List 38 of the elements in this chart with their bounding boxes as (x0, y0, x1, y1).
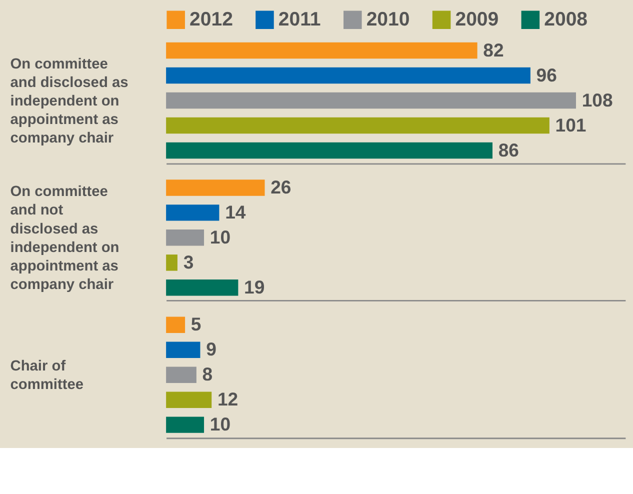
bar (166, 42, 478, 59)
data-label: 10 (210, 414, 231, 435)
bar (166, 142, 492, 159)
bar (166, 254, 178, 271)
data-label: 96 (536, 64, 557, 86)
data-label: 26 (270, 176, 292, 198)
legend-label: 2011 (278, 8, 321, 31)
bar (166, 342, 200, 358)
legend-label: 2012 (190, 8, 234, 31)
data-label: 108 (582, 89, 613, 110)
data-label: 8 (202, 364, 213, 385)
data-label: 86 (498, 139, 519, 160)
data-label: 10 (210, 226, 231, 248)
bar (166, 366, 196, 383)
data-label: 19 (244, 276, 265, 298)
bar (166, 230, 204, 246)
bar (166, 180, 265, 196)
bar (166, 316, 186, 333)
legend-label: 2009 (455, 8, 499, 31)
bar (166, 392, 212, 408)
data-label: 82 (483, 39, 504, 60)
y-tick-label: Chair of committee (10, 358, 84, 393)
data-label: 12 (217, 388, 238, 410)
data-label: 5 (190, 314, 202, 335)
y-tick-label: On committee and not disclosed as independent on appointment as company chair (10, 184, 120, 293)
data-label: 3 (183, 252, 194, 273)
legend-label: 2008 (544, 8, 588, 31)
bar (166, 92, 576, 109)
legend-label: 2010 (366, 8, 410, 31)
bar (166, 280, 238, 296)
bar (166, 117, 550, 134)
bar (166, 67, 530, 84)
bar (166, 416, 204, 433)
data-label: 14 (225, 202, 246, 223)
bar (166, 204, 220, 221)
data-label: 9 (206, 338, 216, 360)
y-tick-label: On committee and disclosed as independent on appointment as company chair (10, 56, 128, 147)
data-label: 101 (555, 114, 586, 136)
